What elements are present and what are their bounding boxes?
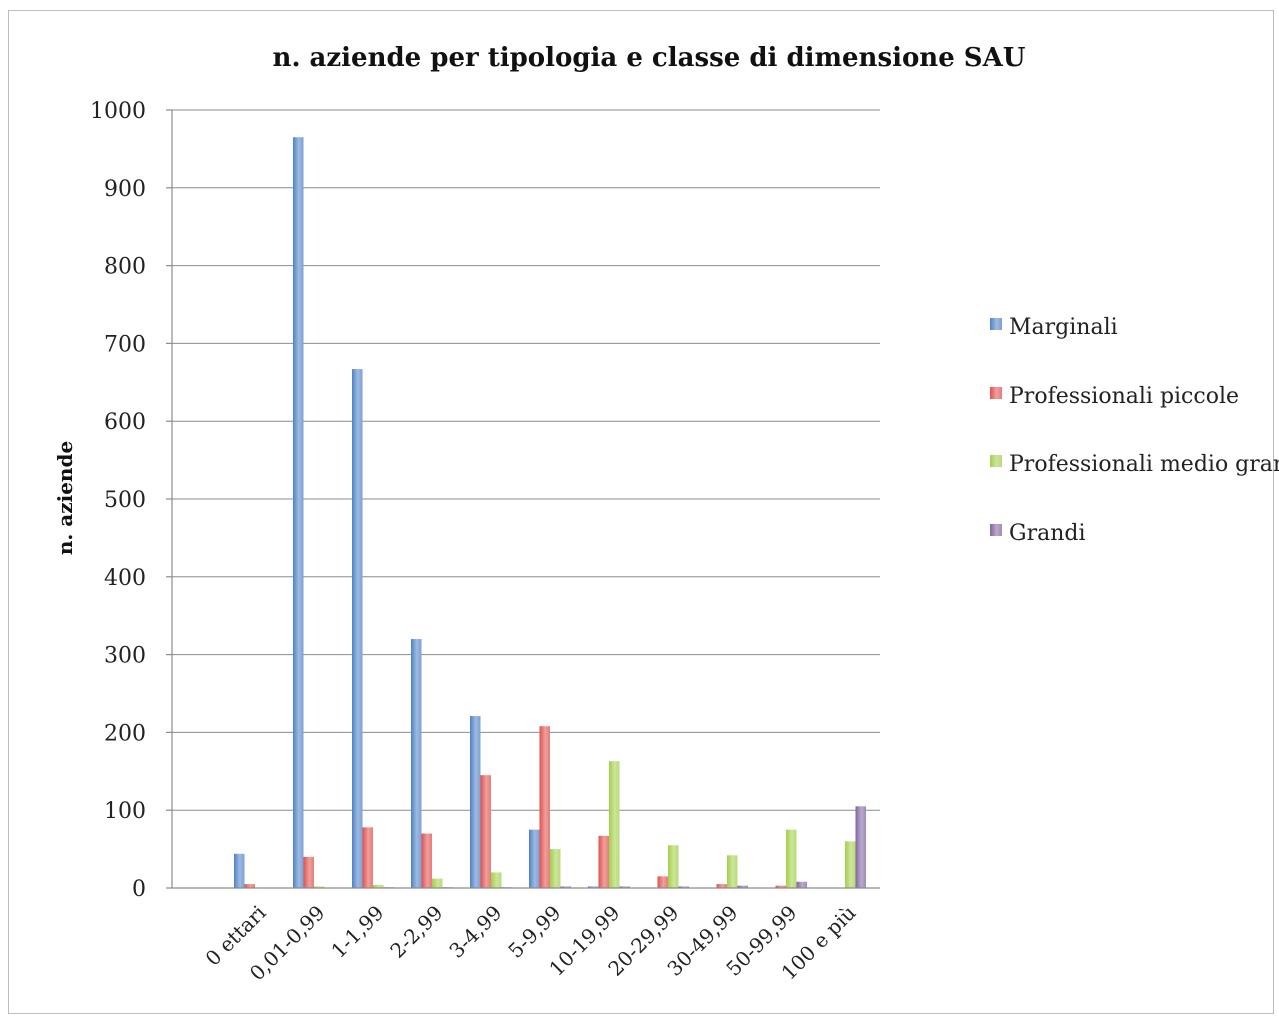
y-tick-label: 600	[104, 410, 146, 435]
bar	[797, 882, 808, 888]
bar	[727, 855, 738, 888]
legend-swatch	[990, 387, 1002, 399]
y-tick-label: 700	[104, 332, 146, 357]
y-axis-ticks: 0 100 200 300 400 500 600 700 800 900 1000	[90, 99, 172, 902]
x-tick-label: 3-4,99	[444, 901, 506, 963]
legend-swatch	[990, 455, 1002, 467]
bar	[668, 845, 679, 888]
bar	[470, 716, 481, 888]
y-tick-label: 900	[104, 177, 146, 202]
y-tick-label: 0	[132, 877, 146, 902]
bar	[304, 857, 315, 888]
bar	[540, 726, 551, 888]
x-axis-ticks: 0 ettari0,01-0,991-1,992-2,993-4,995-9,9…	[201, 900, 861, 985]
legend-swatch	[990, 318, 1002, 330]
bar	[609, 761, 620, 888]
bar	[845, 841, 856, 888]
x-tick-label: 1-1,99	[326, 901, 388, 963]
bar	[432, 879, 443, 888]
bar	[599, 836, 610, 888]
bar	[293, 137, 304, 888]
bar	[352, 369, 363, 888]
y-tick-label: 100	[104, 799, 146, 824]
legend-label: Marginali	[1009, 315, 1118, 340]
bar	[422, 834, 433, 888]
y-tick-label: 200	[104, 721, 146, 746]
legend-label: Grandi	[1009, 521, 1086, 546]
x-tick-label: 2-2,99	[385, 901, 447, 963]
bar	[856, 806, 867, 888]
y-tick-label: 1000	[90, 99, 146, 124]
legend-label: Professionali piccole	[1009, 384, 1239, 409]
chart-title: n. aziende per tipologia e classe di dim…	[273, 43, 1026, 73]
bar	[658, 876, 669, 888]
bar	[550, 849, 561, 888]
legend: Marginali Professionali piccole Profession…	[990, 315, 1279, 546]
legend-label: Professionali medio grandi	[1009, 452, 1279, 477]
bar	[411, 639, 422, 888]
y-axis-label: n. aziende	[53, 441, 77, 555]
y-tick-label: 400	[104, 566, 146, 591]
legend-swatch	[990, 524, 1002, 536]
bar	[491, 872, 502, 888]
bar	[234, 854, 245, 888]
bar	[481, 775, 492, 888]
bars	[234, 137, 866, 888]
y-tick-label: 500	[104, 488, 146, 513]
y-tick-label: 300	[104, 644, 146, 669]
bar	[363, 827, 374, 888]
bar	[529, 830, 540, 888]
bar	[786, 830, 797, 888]
y-tick-label: 800	[104, 255, 146, 280]
gridlines	[172, 110, 880, 810]
